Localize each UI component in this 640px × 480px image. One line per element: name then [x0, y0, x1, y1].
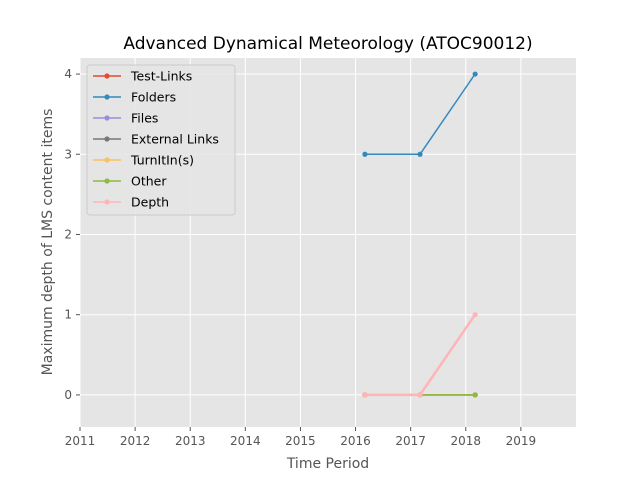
legend-marker	[104, 178, 110, 184]
legend-item-folders: Folders	[93, 90, 176, 105]
data-point-depth	[472, 312, 478, 318]
legend-marker	[104, 115, 110, 121]
legend-label: TurnItIn(s)	[130, 153, 194, 168]
x-tick-label: 2014	[230, 434, 261, 448]
y-axis: 0 1 2 3 4	[64, 67, 80, 402]
data-point-depth	[417, 392, 423, 398]
y-tick-label: 2	[64, 227, 72, 241]
legend-item-test-links: Test-Links	[93, 69, 192, 84]
x-tick-label: 2019	[506, 434, 537, 448]
legend-item-other: Other	[93, 174, 167, 189]
data-point-other	[472, 392, 478, 398]
legend-marker	[104, 199, 110, 205]
x-axis-label: Time Period	[286, 456, 369, 472]
legend-marker	[104, 136, 110, 142]
legend-marker	[104, 157, 110, 163]
x-tick-label: 2016	[340, 434, 371, 448]
data-point-folders	[362, 151, 368, 157]
legend-label: Files	[131, 111, 158, 126]
x-tick-label: 2012	[120, 434, 151, 448]
legend-label: Test-Links	[130, 69, 192, 84]
legend-item-depth: Depth	[93, 195, 169, 210]
y-tick-label: 4	[64, 67, 72, 81]
y-tick-label: 1	[64, 308, 72, 322]
series-layer	[362, 71, 478, 398]
legend-item-external-links: External Links	[93, 132, 219, 147]
chart-title: Advanced Dynamical Meteorology (ATOC9001…	[123, 34, 532, 54]
data-point-folders	[472, 71, 478, 77]
legend-item-turnitin-s: TurnItIn(s)	[93, 153, 194, 168]
legend-label: Depth	[131, 195, 169, 210]
series-depth	[362, 312, 478, 398]
legend-label: Other	[131, 174, 167, 189]
y-axis-label: Maximum depth of LMS content items	[40, 109, 56, 376]
x-axis: 2011 2012 2013 2014 2015 2016 2017 2018 2019	[65, 427, 536, 448]
legend-item-files: Files	[93, 111, 158, 126]
y-tick-label: 3	[64, 147, 72, 161]
legend-label: External Links	[131, 132, 219, 147]
legend-marker	[104, 94, 110, 100]
legend-frame	[86, 64, 236, 216]
legend-marker	[104, 73, 110, 79]
x-tick-label: 2018	[451, 434, 482, 448]
series-folders	[362, 71, 478, 157]
y-tick-label: 0	[64, 388, 72, 402]
data-point-folders	[417, 151, 423, 157]
legend: Test-Links Folders Files External Links Turn…	[86, 64, 236, 216]
x-tick-label: 2011	[65, 434, 96, 448]
x-tick-label: 2015	[285, 434, 316, 448]
x-tick-label: 2017	[395, 434, 426, 448]
data-point-depth	[362, 392, 368, 398]
x-tick-label: 2013	[175, 434, 206, 448]
legend-label: Folders	[131, 90, 176, 105]
